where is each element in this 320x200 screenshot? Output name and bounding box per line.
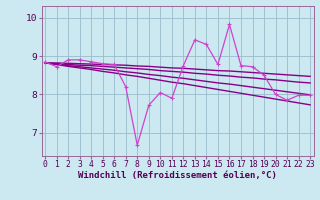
X-axis label: Windchill (Refroidissement éolien,°C): Windchill (Refroidissement éolien,°C): [78, 171, 277, 180]
